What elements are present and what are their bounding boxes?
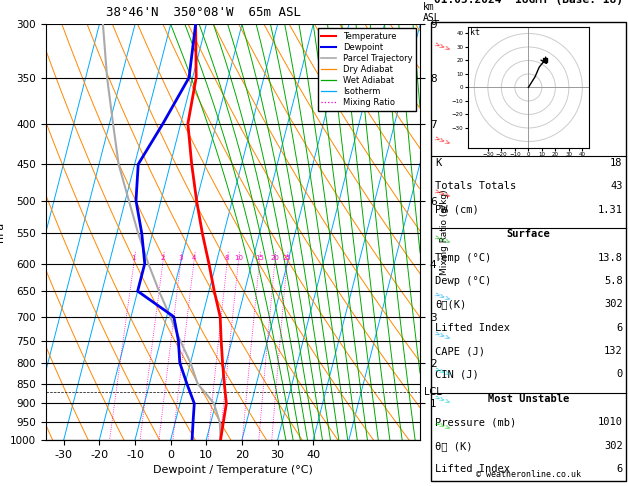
Text: 4: 4 xyxy=(192,256,196,261)
Text: >>>: >>> xyxy=(433,135,452,146)
Text: 6: 6 xyxy=(616,323,623,333)
Text: 1: 1 xyxy=(131,256,136,261)
Text: 10: 10 xyxy=(234,256,243,261)
Text: km
ASL: km ASL xyxy=(423,2,441,23)
Text: >>>: >>> xyxy=(433,234,452,245)
Text: θᴇ(K): θᴇ(K) xyxy=(435,299,467,310)
Text: >>>: >>> xyxy=(433,365,452,377)
Text: 1010: 1010 xyxy=(598,417,623,428)
Text: 18: 18 xyxy=(610,158,623,168)
Text: θᴇ (K): θᴇ (K) xyxy=(435,441,473,451)
Text: 43: 43 xyxy=(610,181,623,191)
Text: © weatheronline.co.uk: © weatheronline.co.uk xyxy=(476,469,581,479)
Text: 01.05.2024  18GMT (Base: 18): 01.05.2024 18GMT (Base: 18) xyxy=(434,0,623,5)
Text: 2: 2 xyxy=(160,256,165,261)
Text: 132: 132 xyxy=(604,346,623,356)
Text: 302: 302 xyxy=(604,441,623,451)
Text: Most Unstable: Most Unstable xyxy=(487,394,569,404)
Text: >>>: >>> xyxy=(433,41,452,52)
Text: 5.8: 5.8 xyxy=(604,276,623,286)
Text: LCL: LCL xyxy=(424,387,442,397)
Text: PW (cm): PW (cm) xyxy=(435,205,479,215)
Text: 25: 25 xyxy=(282,256,291,261)
Text: 302: 302 xyxy=(604,299,623,310)
Text: >>>: >>> xyxy=(433,420,452,432)
Text: Mixing Ratio (g/kg): Mixing Ratio (g/kg) xyxy=(440,189,449,275)
Text: Temp (°C): Temp (°C) xyxy=(435,253,491,263)
Text: Surface: Surface xyxy=(506,229,550,240)
Text: Lifted Index: Lifted Index xyxy=(435,323,510,333)
Text: >>>: >>> xyxy=(433,394,452,405)
Text: Lifted Index: Lifted Index xyxy=(435,464,510,474)
Text: 15: 15 xyxy=(255,256,264,261)
Text: CAPE (J): CAPE (J) xyxy=(435,346,485,356)
Text: 13.8: 13.8 xyxy=(598,253,623,263)
Text: 20: 20 xyxy=(270,256,279,261)
Y-axis label: hPa: hPa xyxy=(0,222,4,242)
Text: 8: 8 xyxy=(225,256,229,261)
Text: >>>: >>> xyxy=(433,188,452,199)
Text: 0: 0 xyxy=(616,369,623,380)
Text: Pressure (mb): Pressure (mb) xyxy=(435,417,516,428)
Text: 6: 6 xyxy=(616,464,623,474)
Text: kt: kt xyxy=(470,28,481,37)
Legend: Temperature, Dewpoint, Parcel Trajectory, Dry Adiabat, Wet Adiabat, Isotherm, Mi: Temperature, Dewpoint, Parcel Trajectory… xyxy=(318,29,416,111)
Text: 1.31: 1.31 xyxy=(598,205,623,215)
X-axis label: Dewpoint / Temperature (°C): Dewpoint / Temperature (°C) xyxy=(153,465,313,475)
Text: K: K xyxy=(435,158,442,168)
Text: Totals Totals: Totals Totals xyxy=(435,181,516,191)
Text: Dewp (°C): Dewp (°C) xyxy=(435,276,491,286)
Text: CIN (J): CIN (J) xyxy=(435,369,479,380)
Text: >>>: >>> xyxy=(433,291,452,302)
Text: 38°46'N  350°08'W  65m ASL: 38°46'N 350°08'W 65m ASL xyxy=(106,6,301,19)
Text: >>>: >>> xyxy=(433,330,452,342)
Text: 3: 3 xyxy=(179,256,183,261)
